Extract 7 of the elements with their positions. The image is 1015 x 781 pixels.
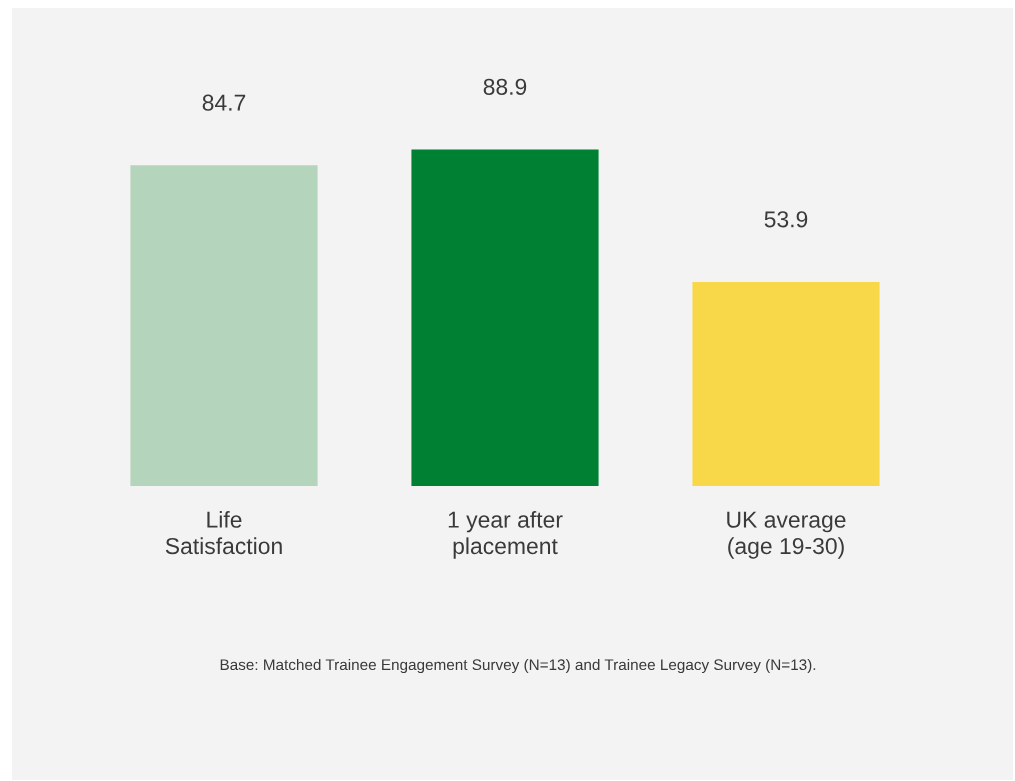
text: Base: Matched Trainee Engagement Survey (N=13) and Trainee Legacy Survey (N=13). xyxy=(220,658,816,674)
data-label: 53.9 xyxy=(764,211,808,228)
x-tick-label: 1 year after placement xyxy=(448,511,563,559)
data-label: 84.7 xyxy=(202,94,246,111)
x-tick-label: UK average (age 19-30) xyxy=(727,511,846,559)
data-label: 88.9 xyxy=(483,78,527,95)
x-tick-label: Life Satisfaction xyxy=(165,511,282,555)
